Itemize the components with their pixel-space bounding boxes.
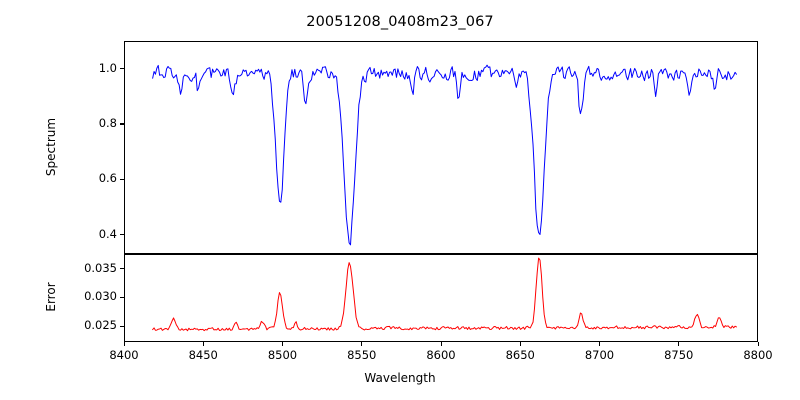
x-tick-label: 8550 bbox=[347, 348, 377, 362]
x-tick-label: 8650 bbox=[505, 348, 535, 362]
x-tick-mark bbox=[202, 342, 204, 346]
spectrum-axis-label: Spectrum bbox=[44, 117, 58, 176]
y-tick-label: 0.4 bbox=[98, 226, 117, 241]
x-tick-mark bbox=[361, 342, 363, 346]
y-tick-mark bbox=[120, 296, 124, 299]
x-tick-label: 8700 bbox=[584, 348, 615, 362]
y-tick-mark bbox=[120, 178, 124, 180]
y-tick-mark bbox=[120, 325, 124, 327]
x-tick-label: 8750 bbox=[664, 348, 694, 362]
x-tick-label: 8800 bbox=[743, 348, 773, 362]
y-tick-label: 0.8 bbox=[98, 115, 117, 130]
chart-title: 20051208_0408m23_067 bbox=[306, 14, 494, 30]
spectrum-plot-area bbox=[152, 64, 737, 246]
y-tick-mark bbox=[120, 123, 124, 125]
y-tick-mark bbox=[120, 68, 124, 70]
x-tick-label: 8500 bbox=[267, 348, 298, 362]
x-tick-label: 8450 bbox=[188, 348, 218, 362]
error-plot-area bbox=[152, 257, 737, 332]
spectrum-panel bbox=[124, 41, 758, 254]
y-tick-label: 0.030 bbox=[84, 289, 117, 304]
y-tick-mark bbox=[120, 268, 124, 270]
x-tick-label: 8400 bbox=[109, 348, 139, 362]
x-tick-mark bbox=[123, 342, 125, 346]
y-tick-label: 1.0 bbox=[98, 60, 117, 75]
x-tick-mark bbox=[678, 342, 680, 346]
y-tick-label: 0.6 bbox=[98, 171, 117, 186]
svg-error-line bbox=[152, 257, 737, 332]
y-tick-mark bbox=[120, 234, 124, 236]
x-tick-mark bbox=[519, 342, 521, 346]
error-panel bbox=[124, 254, 758, 342]
x-tick-mark bbox=[282, 342, 284, 346]
y-tick-label: 0.035 bbox=[84, 260, 117, 275]
wavelength-axis-label: Wavelength bbox=[364, 371, 436, 385]
x-tick-mark bbox=[440, 342, 442, 346]
svg-spectrum-line bbox=[152, 64, 737, 246]
y-tick-label: 0.025 bbox=[84, 318, 117, 332]
x-tick-mark bbox=[757, 342, 759, 346]
x-tick-mark bbox=[599, 342, 601, 346]
x-tick-label: 8600 bbox=[426, 348, 456, 362]
